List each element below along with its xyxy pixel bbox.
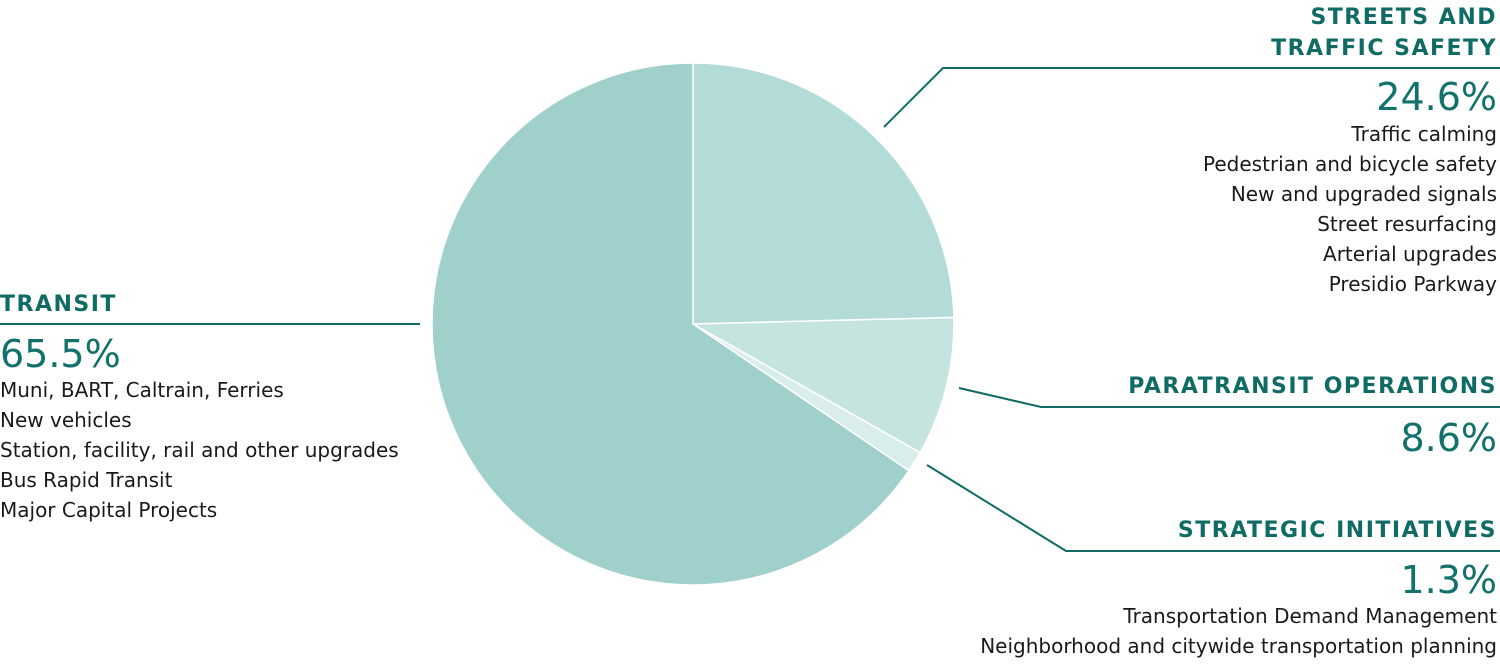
list-item: Street resurfacing — [1317, 212, 1497, 236]
strategic-percent: 1.3% — [1400, 558, 1497, 602]
streets-title: STREETS AND TRAFFIC SAFETY — [1271, 2, 1497, 64]
list-item: New and upgraded signals — [1230, 182, 1497, 206]
streets-title-line2: TRAFFIC SAFETY — [1271, 36, 1497, 61]
leader-lines — [0, 67, 1500, 552]
pie-slice-streets-and-traffic-safety — [692, 62, 955, 325]
transit-title: TRANSIT — [0, 292, 117, 317]
leader-line-streets — [883, 67, 1500, 128]
leader-line-paratransit — [958, 387, 1500, 408]
streets-percent: 24.6% — [1376, 75, 1497, 119]
pie-slice-transit — [431, 62, 910, 586]
list-item: Major Capital Projects — [0, 498, 218, 522]
paratransit-percent: 8.6% — [1400, 416, 1497, 460]
list-item: Muni, BART, Caltrain, Ferries — [0, 378, 284, 402]
pie-slices — [431, 62, 955, 586]
list-item: New vehicles — [0, 408, 132, 432]
pie-slice-paratransit-operations — [690, 316, 955, 454]
list-item: Traffic calming — [1351, 122, 1497, 146]
list-item: Transportation Demand Management — [1123, 604, 1497, 628]
paratransit-title: PARATRANSIT OPERATIONS — [1128, 374, 1497, 399]
leader-line-strategic — [926, 464, 1500, 552]
streets-items-list: Traffic calming Pedestrian and bicycle s… — [1203, 119, 1497, 299]
strategic-items-list: Transportation Demand Management Neighbo… — [980, 601, 1497, 661]
transit-items-list: Muni, BART, Caltrain, Ferries New vehicl… — [0, 375, 399, 525]
list-item: Presidio Parkway — [1328, 272, 1497, 296]
list-item: Neighborhood and citywide transportation… — [980, 634, 1497, 658]
list-item: Station, facility, rail and other upgrad… — [0, 438, 399, 462]
transit-percent: 65.5% — [0, 332, 121, 376]
list-item: Bus Rapid Transit — [0, 468, 173, 492]
list-item: Arterial upgrades — [1323, 242, 1497, 266]
strategic-title: STRATEGIC INITIATIVES — [1177, 518, 1497, 543]
list-item: Pedestrian and bicycle safety — [1203, 152, 1497, 176]
streets-title-line1: STREETS AND — [1310, 5, 1497, 30]
